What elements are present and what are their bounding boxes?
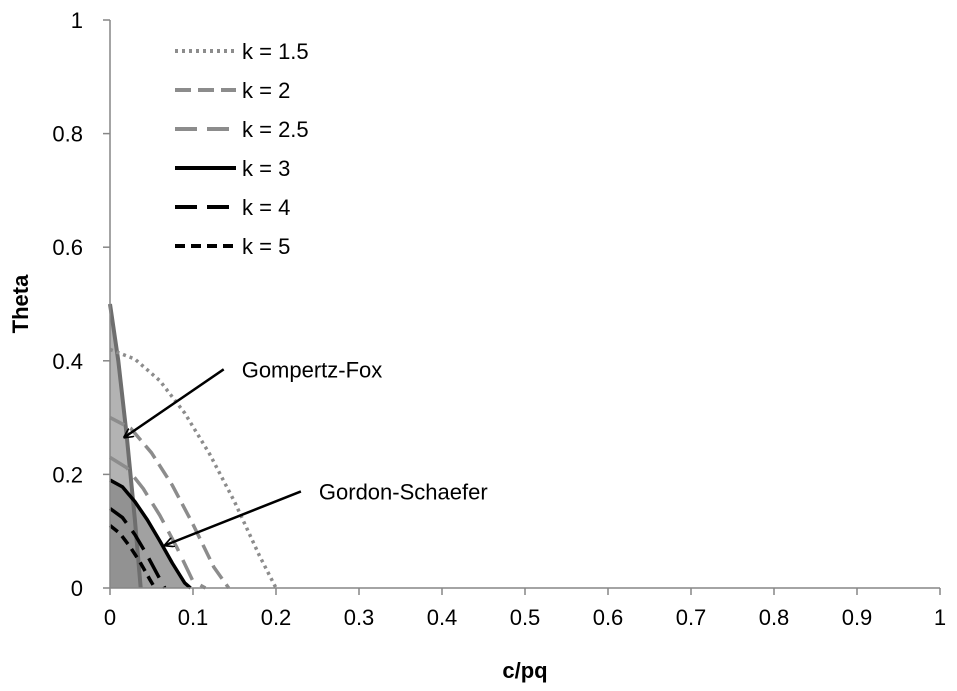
legend-label: k = 5	[242, 234, 290, 259]
legend-label: k = 1.5	[242, 39, 309, 64]
annotation-label: Gordon-Schaefer	[319, 479, 488, 504]
y-tick-label: 0.6	[52, 235, 83, 260]
x-tick-label: 0.6	[593, 605, 624, 630]
data-series	[108, 347, 278, 590]
x-tick-label: 0.1	[178, 605, 209, 630]
legend: k = 1.5 k = 2 k = 2.5 k = 3 k = 4 k = 5	[175, 39, 309, 259]
y-tick-label: 1	[71, 8, 83, 33]
tick-labels: 0 0.1 0.2 0.3 0.4 0.5 0.6 0.7 0.8 0.9 1 0 0.2 0.4 0.6 0…	[52, 8, 946, 630]
x-tick-label: 0.7	[676, 605, 707, 630]
tick-marks	[103, 19, 941, 595]
legend-label: k = 3	[242, 156, 290, 181]
legend-label: k = 2	[242, 78, 290, 103]
annotation-arrow	[165, 490, 302, 545]
annotation-arrow	[124, 368, 225, 437]
x-axis-title: c/pq	[502, 658, 547, 683]
series-line-3	[109, 455, 207, 590]
x-tick-label: 0.8	[759, 605, 790, 630]
y-tick-label: 0.2	[52, 462, 83, 487]
x-tick-label: 0.4	[427, 605, 458, 630]
y-tick-label: 0.8	[52, 122, 83, 147]
shaded-regions	[108, 303, 191, 589]
legend-label: k = 4	[242, 195, 290, 220]
series-line-4	[109, 478, 192, 590]
annotation-label: Gompertz-Fox	[242, 357, 383, 382]
x-tick-label: 1	[934, 605, 946, 630]
legend-label: k = 2.5	[242, 117, 309, 142]
series-line-6	[108, 524, 157, 589]
x-tick-label: 0	[104, 605, 116, 630]
series-line-5	[108, 507, 167, 589]
x-tick-label: 0.5	[510, 605, 541, 630]
x-tick-label: 0.3	[344, 605, 375, 630]
y-axis-title: Theta	[8, 274, 33, 333]
x-tick-label: 0.2	[261, 605, 292, 630]
y-tick-label: 0.4	[52, 349, 83, 374]
x-tick-label: 0.9	[842, 605, 873, 630]
annotations: Gompertz-Fox Gordon-Schaefer	[124, 357, 488, 545]
y-tick-label: 0	[71, 576, 83, 601]
